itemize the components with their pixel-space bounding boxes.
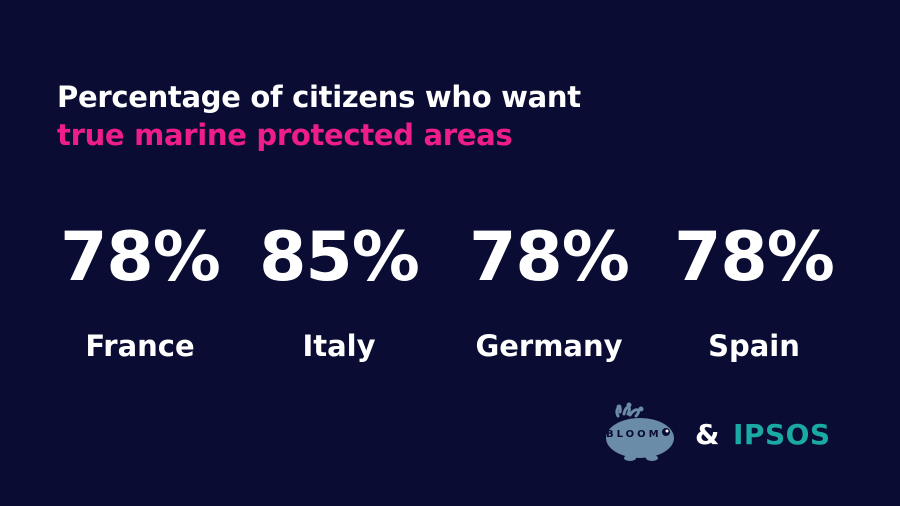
stat-label: Italy bbox=[302, 329, 376, 363]
stat-label: Spain bbox=[708, 329, 800, 363]
page-title: Percentage of citizens who want true mar… bbox=[57, 78, 581, 154]
stat-france: 78% France bbox=[40, 218, 240, 364]
stat-label: Germany bbox=[475, 329, 623, 363]
stat-value: 85% bbox=[259, 218, 420, 297]
bloom-logo-text: BLOOM bbox=[606, 429, 662, 440]
stat-italy: 85% Italy bbox=[239, 218, 439, 364]
ipsos-logo: IPSOS bbox=[733, 418, 831, 451]
stat-spain: 78% Spain bbox=[654, 218, 854, 364]
stat-germany: 78% Germany bbox=[449, 218, 649, 364]
stat-value: 78% bbox=[469, 218, 630, 297]
stat-value: 78% bbox=[60, 218, 221, 297]
bloom-logo: BLOOM bbox=[596, 402, 680, 466]
bloom-octopus-icon bbox=[606, 402, 674, 461]
title-line-1: Percentage of citizens who want bbox=[57, 80, 581, 114]
footer-logos: BLOOM & IPSOS bbox=[596, 402, 856, 472]
stat-label: France bbox=[85, 329, 195, 363]
stat-value: 78% bbox=[674, 218, 835, 297]
title-line-2-highlight: true marine protected areas bbox=[57, 118, 513, 152]
ampersand: & bbox=[695, 418, 720, 451]
